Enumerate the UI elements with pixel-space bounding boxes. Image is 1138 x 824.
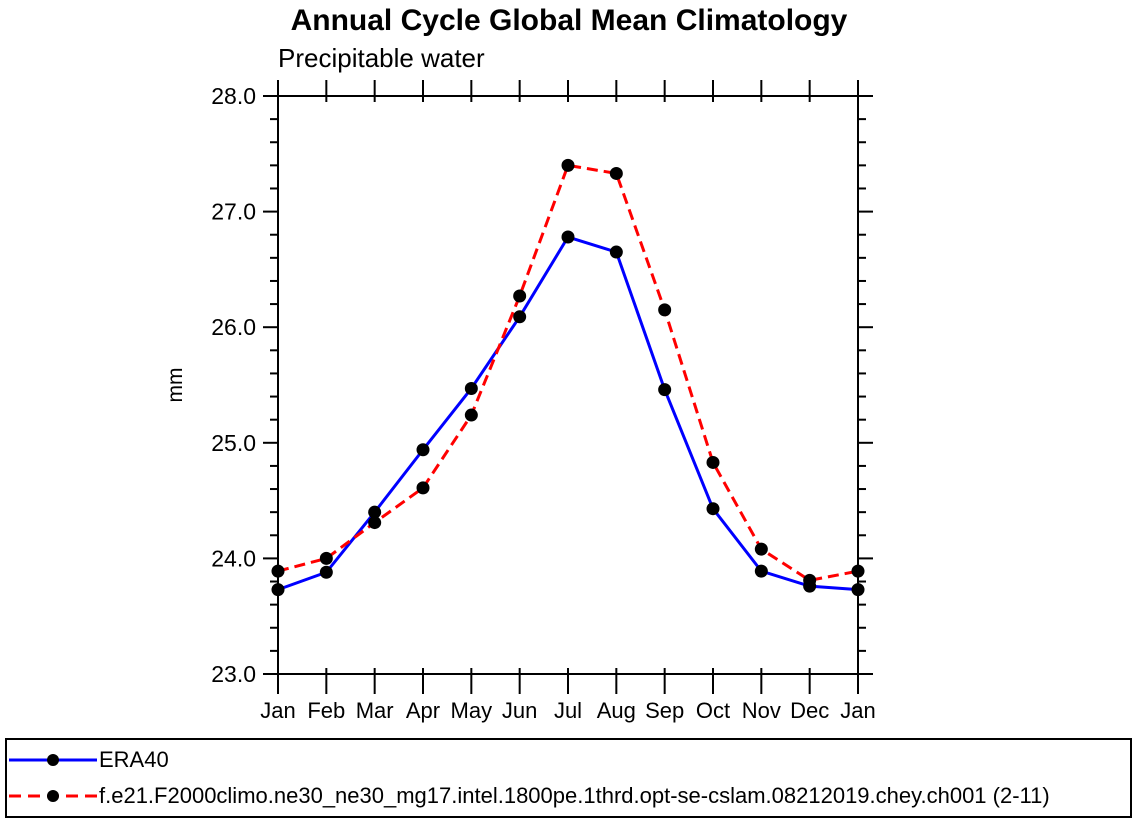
x-axis-tick-label: Sep: [645, 698, 684, 723]
legend-label-era40: ERA40: [99, 747, 169, 772]
x-axis-tick-label: Nov: [742, 698, 781, 723]
data-point-marker: [319, 551, 333, 565]
y-axis-tick-label: 27.0: [211, 199, 256, 225]
series-line-0: [277, 235, 859, 592]
data-point-marker: [561, 230, 575, 244]
model-run-line-sample-icon: [9, 790, 97, 802]
data-point-marker: [754, 542, 768, 556]
data-point-marker: [803, 573, 817, 587]
y-axis-tick-label: 23.0: [211, 661, 256, 687]
chart-title: Annual Cycle Global Mean Climatology: [290, 4, 848, 37]
x-axis-tick-label: May: [451, 698, 493, 723]
x-axis-tick-label: Jul: [554, 698, 582, 723]
x-axis-tick-label: Apr: [406, 698, 440, 723]
data-point-marker: [561, 158, 575, 172]
y-axis-tick-label: 26.0: [211, 314, 256, 340]
legend-box: ERA40 f.e21.F2000climo.ne30_ne30_mg17.in…: [5, 738, 1132, 818]
plot-area: 23.0 24.0 25.0 26.0 27.0 28.0 Jan Feb Mar Apr May J…: [164, 80, 876, 723]
data-point-marker: [706, 502, 720, 516]
x-axis-tick-label: Jan: [840, 698, 875, 723]
legend-item-model-run: f.e21.F2000climo.ne30_ne30_mg17.intel.18…: [7, 781, 1130, 811]
data-point-marker: [416, 481, 430, 495]
era40-line-sample-icon: [9, 754, 97, 766]
data-point-marker: [319, 565, 333, 579]
data-point-marker: [706, 455, 720, 469]
data-point-marker: [609, 245, 623, 259]
data-point-marker: [271, 583, 285, 597]
x-axis-tick-label: Aug: [597, 698, 636, 723]
data-point-marker: [609, 166, 623, 180]
x-axis-tick-label: Mar: [356, 698, 394, 723]
data-point-marker: [464, 381, 478, 395]
data-point-marker: [851, 583, 865, 597]
legend-item-era40: ERA40: [7, 745, 1130, 775]
data-point-marker: [271, 564, 285, 578]
x-axis-tick-label: Oct: [696, 698, 730, 723]
y-axis-title: mm: [164, 368, 187, 403]
legend-label-model-run: f.e21.F2000climo.ne30_ne30_mg17.intel.18…: [99, 783, 1050, 808]
data-point-marker: [658, 383, 672, 397]
data-point-marker: [368, 516, 382, 530]
x-axis-tick-label: Jan: [260, 698, 295, 723]
legend-sample-marker: [47, 790, 59, 802]
series-line-1: [277, 163, 859, 582]
plot-border: [277, 95, 859, 675]
data-point-marker: [464, 408, 478, 422]
data-point-marker: [513, 289, 527, 303]
data-point-marker: [851, 564, 865, 578]
legend-sample-marker: [47, 754, 59, 766]
x-axis-tick-label: Jun: [502, 698, 537, 723]
chart-subtitle: Precipitable water: [278, 43, 485, 73]
y-axis-tick-label: 28.0: [211, 83, 256, 109]
y-axis-tick-label: 25.0: [211, 430, 256, 456]
y-axis-tick-label: 24.0: [211, 545, 256, 571]
x-axis-tick-label: Dec: [790, 698, 829, 723]
data-point-marker: [754, 564, 768, 578]
data-point-marker: [368, 505, 382, 519]
data-point-marker: [416, 443, 430, 457]
x-axis-tick-label: Feb: [307, 698, 345, 723]
data-point-marker: [513, 310, 527, 324]
data-point-marker: [658, 303, 672, 317]
